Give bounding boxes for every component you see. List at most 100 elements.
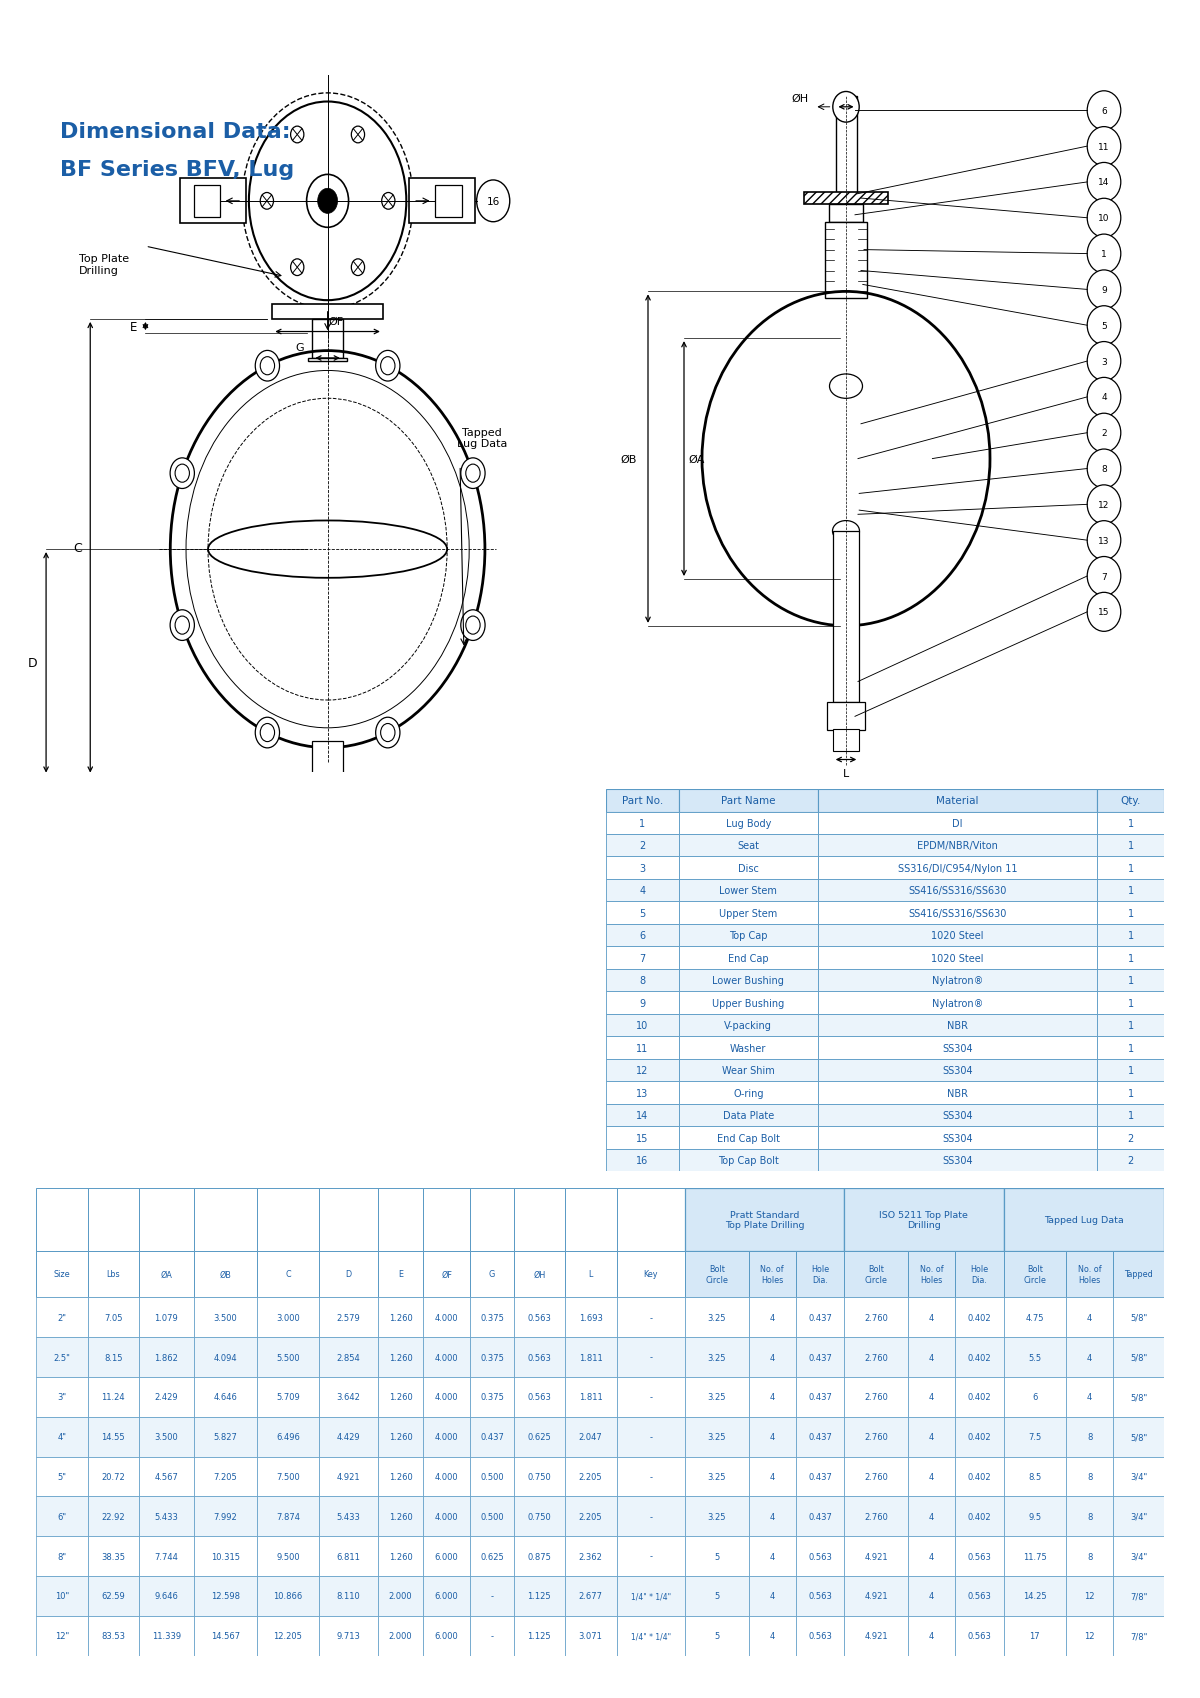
Circle shape <box>833 92 859 122</box>
Bar <box>565 1297 617 1338</box>
Bar <box>678 902 818 924</box>
Circle shape <box>380 358 395 375</box>
Bar <box>845 1297 908 1338</box>
Text: 17: 17 <box>1030 1632 1040 1640</box>
Bar <box>257 1616 319 1656</box>
Text: 0.402: 0.402 <box>967 1433 991 1442</box>
Bar <box>818 857 1097 880</box>
Text: 11: 11 <box>636 1043 648 1053</box>
Bar <box>319 1496 378 1537</box>
Text: 2.760: 2.760 <box>864 1353 888 1362</box>
Bar <box>818 1150 1097 1172</box>
Bar <box>1114 1338 1164 1377</box>
Bar <box>319 1251 378 1297</box>
Text: 22.92: 22.92 <box>102 1511 125 1521</box>
Circle shape <box>170 610 194 642</box>
Bar <box>908 1616 955 1656</box>
Text: 1.260: 1.260 <box>389 1552 413 1560</box>
Bar <box>826 222 866 299</box>
Text: 5.500: 5.500 <box>276 1353 300 1362</box>
Bar <box>308 358 347 362</box>
Text: 5: 5 <box>714 1552 720 1560</box>
Text: 8: 8 <box>1087 1433 1092 1442</box>
Bar <box>606 812 678 834</box>
Bar <box>1066 1377 1114 1416</box>
Bar <box>1097 1060 1164 1082</box>
Text: Nylatron®: Nylatron® <box>932 976 983 985</box>
Text: Dimensional Data:: Dimensional Data: <box>60 122 290 143</box>
Bar <box>470 1416 514 1457</box>
Bar <box>180 178 246 224</box>
Text: Size: Size <box>54 1270 71 1279</box>
Bar <box>617 1297 685 1338</box>
Text: 4: 4 <box>1087 1353 1092 1362</box>
Bar <box>685 1616 749 1656</box>
Bar <box>617 1576 685 1616</box>
Text: 3: 3 <box>640 863 646 873</box>
Text: ØF: ØF <box>442 1270 452 1279</box>
Bar <box>514 1616 565 1656</box>
Text: 4: 4 <box>769 1392 775 1401</box>
Text: 4.000: 4.000 <box>434 1472 458 1481</box>
Text: 4.429: 4.429 <box>337 1433 360 1442</box>
Text: V-packing: V-packing <box>725 1020 773 1031</box>
Circle shape <box>1087 414 1121 453</box>
Bar <box>1003 1416 1066 1457</box>
Text: C: C <box>73 542 82 555</box>
Bar <box>1003 1251 1066 1297</box>
Bar <box>845 1377 908 1416</box>
Bar <box>88 1537 139 1576</box>
Text: 8: 8 <box>640 976 646 985</box>
Text: ØB: ØB <box>620 455 637 464</box>
Text: 5.433: 5.433 <box>337 1511 361 1521</box>
Bar <box>796 1416 845 1457</box>
Bar <box>424 1338 470 1377</box>
Circle shape <box>1087 163 1121 202</box>
Text: 2.854: 2.854 <box>337 1353 360 1362</box>
Bar <box>818 1082 1097 1104</box>
Bar <box>194 1457 257 1496</box>
Bar <box>272 304 383 319</box>
Text: 14: 14 <box>636 1110 648 1121</box>
Circle shape <box>1087 199 1121 238</box>
Text: 7: 7 <box>1102 572 1106 581</box>
Bar <box>955 1496 1003 1537</box>
Bar <box>1114 1537 1164 1576</box>
Bar <box>378 1457 424 1496</box>
Text: 1: 1 <box>1128 1088 1134 1099</box>
Text: 6.496: 6.496 <box>276 1433 300 1442</box>
Bar <box>1066 1496 1114 1537</box>
Text: Part No.: Part No. <box>622 796 662 807</box>
Text: 1: 1 <box>1128 908 1134 919</box>
Text: NBR: NBR <box>947 1088 968 1099</box>
Text: Bolt
Circle: Bolt Circle <box>1024 1265 1046 1284</box>
Bar <box>1066 1457 1114 1496</box>
Bar <box>1097 1127 1164 1150</box>
Bar <box>749 1537 796 1576</box>
Text: 4: 4 <box>769 1353 775 1362</box>
Text: 4.000: 4.000 <box>434 1433 458 1442</box>
Bar <box>1097 1014 1164 1037</box>
Text: 0.750: 0.750 <box>527 1472 551 1481</box>
Text: 0.563: 0.563 <box>808 1552 832 1560</box>
Bar <box>1066 1251 1114 1297</box>
Text: 1.260: 1.260 <box>389 1392 413 1401</box>
Text: 0.563: 0.563 <box>808 1632 832 1640</box>
Text: 3.642: 3.642 <box>337 1392 361 1401</box>
Text: 1: 1 <box>1128 1110 1134 1121</box>
Bar <box>514 1377 565 1416</box>
Bar <box>1114 1377 1164 1416</box>
Bar <box>1097 880 1164 902</box>
Bar <box>36 1189 88 1251</box>
Bar <box>312 742 343 776</box>
Text: 8.15: 8.15 <box>104 1353 122 1362</box>
Text: G: G <box>488 1270 496 1279</box>
Text: 62.59: 62.59 <box>102 1591 125 1601</box>
Ellipse shape <box>833 521 859 542</box>
Text: 4.094: 4.094 <box>214 1353 238 1362</box>
Text: Key: Key <box>643 1270 658 1279</box>
Text: 1: 1 <box>1128 818 1134 829</box>
Bar <box>678 812 818 834</box>
Bar <box>827 703 865 730</box>
Text: ØH: ØH <box>533 1270 545 1279</box>
